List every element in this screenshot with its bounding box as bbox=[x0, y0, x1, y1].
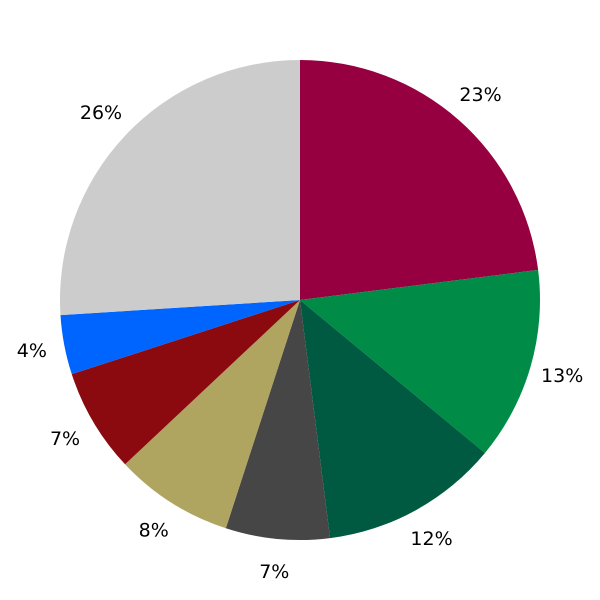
pie-slice bbox=[300, 300, 485, 539]
pie-slice bbox=[125, 300, 300, 529]
pie-labels: 23% 13% 12% 7% 8% 7% 4% 26% bbox=[17, 84, 584, 583]
pie-slice bbox=[59, 60, 300, 316]
pie-slice bbox=[300, 60, 539, 300]
pie-slice bbox=[71, 300, 301, 465]
slice-label: 23% bbox=[459, 84, 501, 106]
slice-label: 13% bbox=[541, 365, 583, 387]
slice-label: 7% bbox=[50, 428, 80, 450]
slice-label: 12% bbox=[410, 528, 452, 550]
pie-slice bbox=[225, 300, 331, 540]
slice-label: 26% bbox=[80, 102, 122, 124]
slice-label: 7% bbox=[259, 561, 289, 583]
pie-slices bbox=[59, 60, 540, 540]
pie-slice bbox=[60, 300, 300, 375]
pie-slice bbox=[300, 269, 540, 453]
slice-label: 8% bbox=[139, 520, 169, 542]
slice-label: 4% bbox=[17, 340, 47, 362]
